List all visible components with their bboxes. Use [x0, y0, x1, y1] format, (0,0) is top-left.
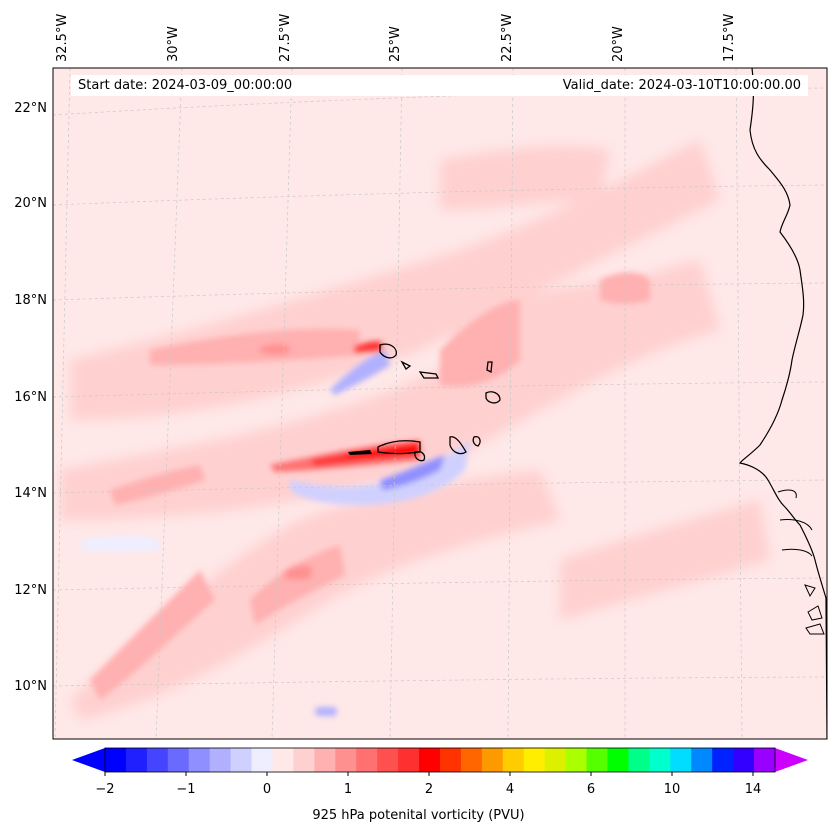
colorbar-cell [481, 748, 504, 772]
colorbar-cell [293, 748, 315, 772]
lat-label: 22°N [14, 101, 47, 116]
header-band [71, 75, 808, 96]
colorbar-cell [670, 748, 692, 772]
longitude-labels: 32.5°W 30°W 27.5°W 25°W 22.5°W 20°W 17.5… [55, 14, 737, 62]
lat-label: 18°N [14, 293, 47, 308]
lat-label: 20°N [14, 196, 47, 211]
santiago-island-fill [348, 450, 372, 455]
colorbar-tick-label: 4 [506, 782, 514, 797]
lon-label: 20°W [611, 26, 626, 62]
lat-label: 14°N [14, 486, 47, 501]
colorbar-cell [460, 748, 483, 772]
colorbar-cell [125, 748, 148, 772]
colorbar-cell [440, 748, 462, 772]
colorbar-extend-low [72, 748, 105, 772]
colorbar-cell [733, 748, 755, 772]
colorbar-extend-high [775, 748, 808, 772]
colorbar-cell [230, 748, 253, 772]
colorbar-cell [314, 748, 336, 772]
colorbar-cell [419, 748, 441, 772]
colorbar-cell [628, 748, 650, 772]
pv-band-medium [90, 272, 650, 700]
graticule [53, 68, 827, 739]
colorbar-cell [377, 748, 399, 772]
colorbar-cell [167, 748, 190, 772]
lon-label: 17.5°W [722, 14, 737, 62]
colorbar-cell [691, 748, 713, 772]
colorbar-cell [565, 748, 588, 772]
african-coastline [739, 68, 827, 739]
lon-label: 25°W [388, 26, 403, 62]
colorbar: −2 −1 0 1 2 4 6 10 14 [72, 747, 808, 797]
lon-label: 27.5°W [278, 14, 293, 62]
colorbar-tick-label: 6 [587, 782, 595, 797]
lat-label: 16°N [14, 390, 47, 405]
pv-positive-core [260, 341, 420, 580]
colorbar-cell [272, 748, 294, 772]
colorbar-tick-label: −2 [95, 782, 114, 797]
colorbar-cell [251, 748, 273, 772]
lat-label: 10°N [14, 679, 47, 694]
map-panel [52, 67, 828, 740]
cape-verde-islands [377, 343, 501, 462]
colorbar-tick-label: 1 [344, 782, 352, 797]
colorbar-cell [523, 748, 546, 772]
map-frame [52, 67, 828, 740]
colorbar-cell [502, 748, 525, 772]
colorbar-cell [544, 748, 567, 772]
colorbar-tick-label: 0 [263, 782, 271, 797]
colorbar-cells [105, 748, 776, 772]
lon-label: 32.5°W [55, 14, 70, 62]
latitude-labels: 22°N 20°N 18°N 16°N 14°N 12°N 10°N [14, 101, 47, 694]
colorbar-cell [105, 748, 127, 772]
lon-label: 30°W [166, 26, 181, 62]
colorbar-tick-label: 14 [745, 782, 762, 797]
colorbar-tick-label: −1 [176, 782, 195, 797]
start-date-label: Start date: 2024-03-09_00:00:00 [78, 78, 293, 93]
colorbar-cell [356, 748, 378, 772]
colorbar-title: 925 hPa potenital vorticity (PVU) [312, 808, 525, 823]
colorbar-cell [188, 748, 211, 772]
colorbar-cell [586, 748, 608, 772]
colorbar-tick-label: 10 [664, 782, 681, 797]
valid-date-label: Valid_date: 2024-03-10T10:00:00.00 [562, 78, 801, 93]
colorbar-frame [104, 747, 776, 773]
pv-contours [53, 68, 827, 739]
colorbar-cell [146, 748, 169, 772]
lat-label: 12°N [14, 583, 47, 598]
lon-label: 22.5°W [500, 14, 515, 62]
colorbar-cell [335, 748, 357, 772]
pv-negative-region [80, 350, 470, 716]
colorbar-tick-label: 2 [425, 782, 433, 797]
colorbar-cell [754, 748, 776, 772]
colorbar-cell [712, 748, 734, 772]
colorbar-cell [649, 748, 671, 772]
colorbar-cell [607, 748, 629, 772]
coastal-details [777, 489, 825, 635]
colorbar-cell [398, 748, 420, 772]
colorbar-cell [209, 748, 232, 772]
colorbar-ticks: −2 −1 0 1 2 4 6 10 14 [95, 772, 761, 797]
